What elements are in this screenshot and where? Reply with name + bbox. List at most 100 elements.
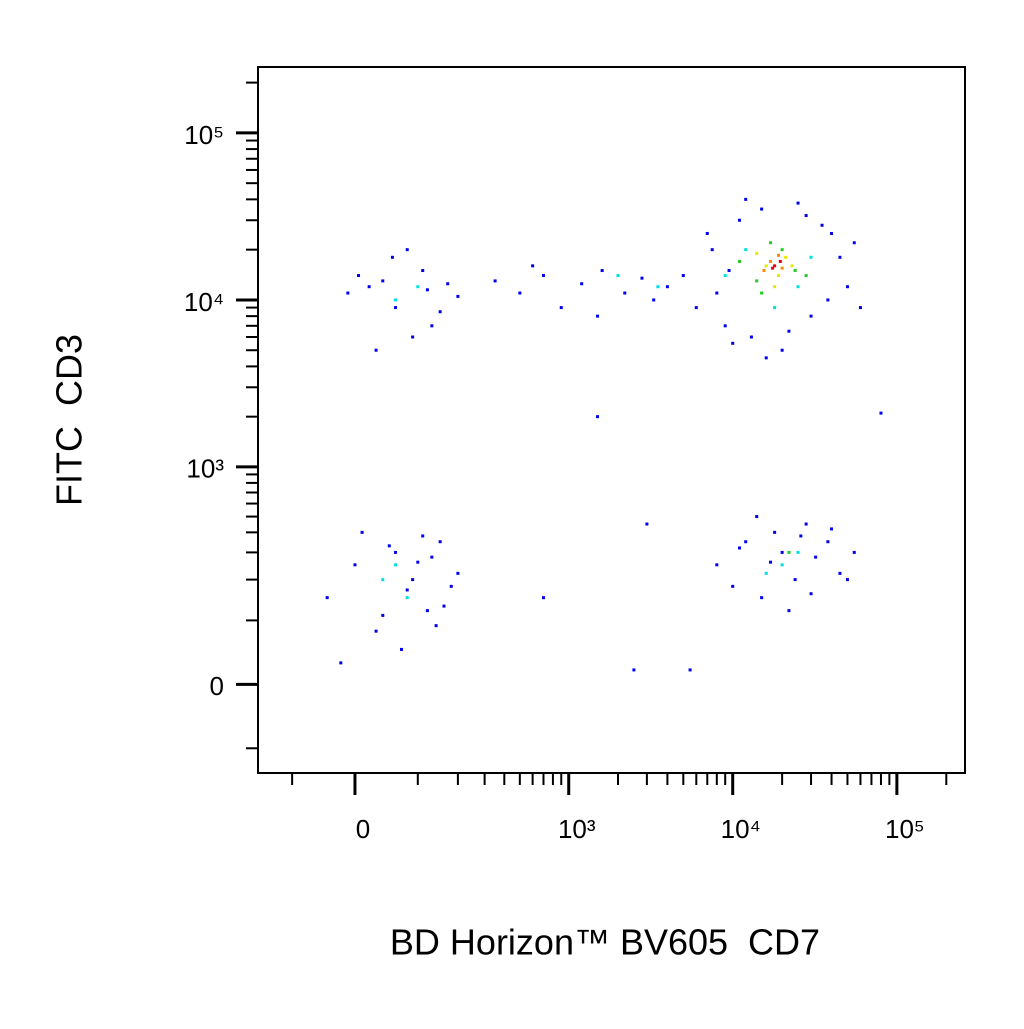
event-dot [394, 306, 398, 310]
event-dot [623, 291, 627, 295]
event-dot [790, 264, 794, 268]
event-dot [809, 592, 813, 596]
event-dot [394, 550, 398, 554]
event-dot [780, 563, 784, 567]
event-dot [425, 288, 429, 292]
event-dot [705, 231, 709, 235]
event-dot [787, 329, 791, 333]
event-dot [796, 550, 800, 554]
event-dot [390, 255, 394, 259]
event-dot [852, 241, 856, 245]
event-dot [845, 578, 849, 582]
event-dot [744, 197, 748, 201]
event-dot [755, 251, 759, 255]
event-dot [430, 555, 434, 559]
event-dot [640, 276, 644, 280]
event-dot [541, 274, 545, 278]
event-dot [374, 348, 378, 352]
event-dot [799, 534, 803, 538]
event-dot [325, 596, 329, 600]
y-tick-label: 10⁴ [184, 287, 224, 317]
event-dot [830, 231, 834, 235]
x-tick-label: 10⁴ [721, 814, 761, 844]
event-dot [387, 544, 391, 548]
event-dot [731, 584, 735, 588]
event-dot [760, 291, 764, 295]
event-dot [738, 546, 742, 550]
event-dot [367, 285, 371, 289]
event-dot [744, 540, 748, 544]
event-dot [449, 584, 453, 588]
event-dot [645, 522, 649, 526]
event-dot [656, 285, 660, 289]
event-dot [600, 269, 604, 273]
event-dot [541, 596, 545, 600]
event-dot [723, 274, 727, 278]
event-dot [769, 241, 773, 245]
event-dot [773, 306, 777, 310]
event-dot [764, 264, 768, 268]
x-tick-label: 10³ [558, 814, 596, 844]
event-dot [374, 629, 378, 633]
event-dot [652, 298, 656, 302]
event-dot [755, 515, 759, 519]
event-dot [760, 207, 764, 211]
event-dot [493, 279, 497, 283]
event-dot [405, 596, 409, 600]
event-dot [858, 306, 862, 310]
event-dot [809, 255, 813, 259]
y-tick-label: 0 [210, 671, 224, 701]
event-dot [596, 314, 600, 318]
event-dot [434, 624, 438, 628]
event-dot [780, 248, 784, 252]
event-dot [723, 324, 727, 328]
event-dot [381, 578, 385, 582]
event-dot [456, 294, 460, 298]
event-dot [773, 285, 777, 289]
event-dot [442, 604, 446, 608]
event-dot [814, 555, 818, 559]
event-dot [681, 274, 685, 278]
event-dot [632, 668, 636, 672]
event-dot [430, 324, 434, 328]
event-dot [394, 563, 398, 567]
event-dot [421, 534, 425, 538]
event-dot [416, 285, 420, 289]
event-dot [381, 279, 385, 283]
event-dot [346, 291, 350, 295]
event-dot [820, 223, 824, 227]
event-dot [438, 540, 442, 544]
event-dot [446, 282, 450, 286]
y-tick-label: 10⁵ [184, 120, 224, 150]
event-dot [773, 264, 777, 268]
event-dot [405, 248, 409, 252]
event-dot [425, 609, 429, 613]
event-dot [715, 563, 719, 567]
event-dot [780, 348, 784, 352]
event-dot [764, 571, 768, 575]
event-dot [531, 264, 535, 268]
y-tick-label: 10³ [186, 454, 224, 484]
event-dot [694, 306, 698, 310]
event-dot [838, 571, 842, 575]
event-dot [744, 248, 748, 252]
event-dot [787, 609, 791, 613]
x-tick-label: 0 [356, 814, 370, 844]
event-dot [780, 266, 784, 270]
event-dot [826, 298, 830, 302]
event-dot [845, 285, 849, 289]
event-dot [353, 563, 357, 567]
event-dot [360, 530, 364, 534]
event-dot [796, 285, 800, 289]
event-dot [755, 279, 759, 283]
event-dot [438, 310, 442, 314]
event-dot [665, 285, 669, 289]
event-dot [793, 578, 797, 582]
event-dot [596, 415, 600, 419]
event-dot [780, 550, 784, 554]
event-dot [804, 522, 808, 526]
event-dot [715, 291, 719, 295]
x-tick-label: 10⁵ [885, 814, 925, 844]
